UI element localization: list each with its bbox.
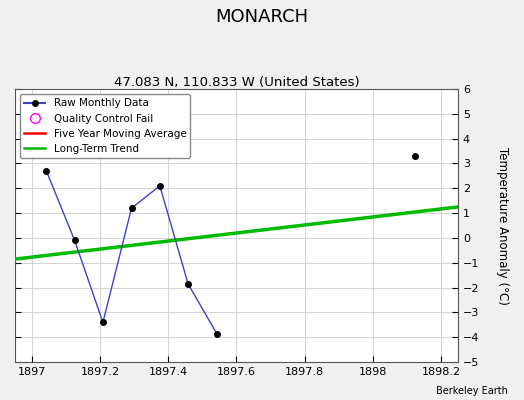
- Y-axis label: Temperature Anomaly (°C): Temperature Anomaly (°C): [496, 147, 509, 304]
- Title: 47.083 N, 110.833 W (United States): 47.083 N, 110.833 W (United States): [114, 76, 359, 89]
- Text: Berkeley Earth: Berkeley Earth: [436, 386, 508, 396]
- Text: MONARCH: MONARCH: [215, 8, 309, 26]
- Legend: Raw Monthly Data, Quality Control Fail, Five Year Moving Average, Long-Term Tren: Raw Monthly Data, Quality Control Fail, …: [20, 94, 190, 158]
